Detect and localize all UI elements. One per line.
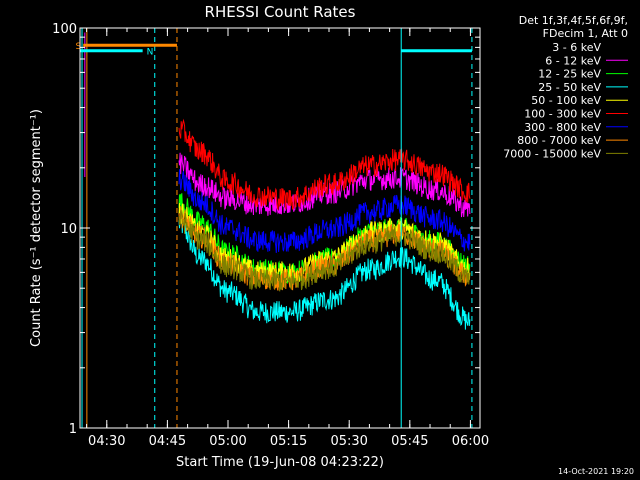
legend-label-7: 800 - 7000 keV (517, 134, 601, 147)
legend-label-3: 25 - 50 keV (538, 81, 601, 94)
series-line-1 (178, 152, 471, 218)
series-line-2 (178, 193, 471, 284)
legend-label-8: 7000 - 15000 keV (503, 147, 601, 160)
legend-label-2: 12 - 25 keV (538, 68, 601, 81)
x-tick-label-3: 05:15 (270, 434, 307, 449)
legend: Det 1f,3f,4f,5f,6f,9f, FDecim 1, Att 0 3… (503, 14, 628, 160)
chart-title: RHESSI Count Rates (205, 3, 356, 21)
legend-label-4: 50 - 100 keV (531, 94, 601, 107)
y-tick-label-2: 100 (52, 22, 77, 37)
legend-label-6: 300 - 800 keV (524, 121, 601, 134)
x-tick-label-5: 05:45 (391, 434, 428, 449)
legend-label-5: 100 - 300 keV (524, 108, 601, 121)
footer-timestamp: 14-Oct-2021 19:20 (558, 467, 634, 476)
y-tick-label-0: 1 (69, 422, 77, 437)
legend-header-line-2: FDecim 1, Att 0 (543, 27, 628, 40)
series-line-6 (178, 169, 471, 253)
x-tick-label-4: 05:30 (330, 434, 367, 449)
x-axis-label: Start Time (19-Jun-08 04:23:22) (176, 455, 384, 470)
series-line-5 (178, 118, 471, 211)
legend-label-1: 6 - 12 keV (545, 54, 601, 67)
series-line-3 (178, 213, 471, 330)
legend-header-line-1: Det 1f,3f,4f,5f,6f,9f, (519, 14, 628, 27)
x-tick-label-2: 05:00 (209, 434, 246, 449)
axes: 04:30 04:45 05:00 05:15 05:30 05:45 06:00 1 10 10… (52, 22, 489, 449)
x-tick-label-1: 04:45 (149, 434, 186, 449)
y-axis-label: Count Rate (s⁻¹ detector segment⁻¹) (29, 109, 44, 347)
y-tick-label-1: 10 (60, 222, 77, 237)
state-bar-label-1: N (147, 48, 154, 58)
state-bar-label-0: S (76, 42, 82, 52)
series-line-8 (178, 209, 471, 292)
legend-label-0: 3 - 6 keV (552, 41, 601, 54)
x-tick-label-0: 04:30 (88, 434, 125, 449)
x-tick-label-6: 06:00 (452, 434, 489, 449)
